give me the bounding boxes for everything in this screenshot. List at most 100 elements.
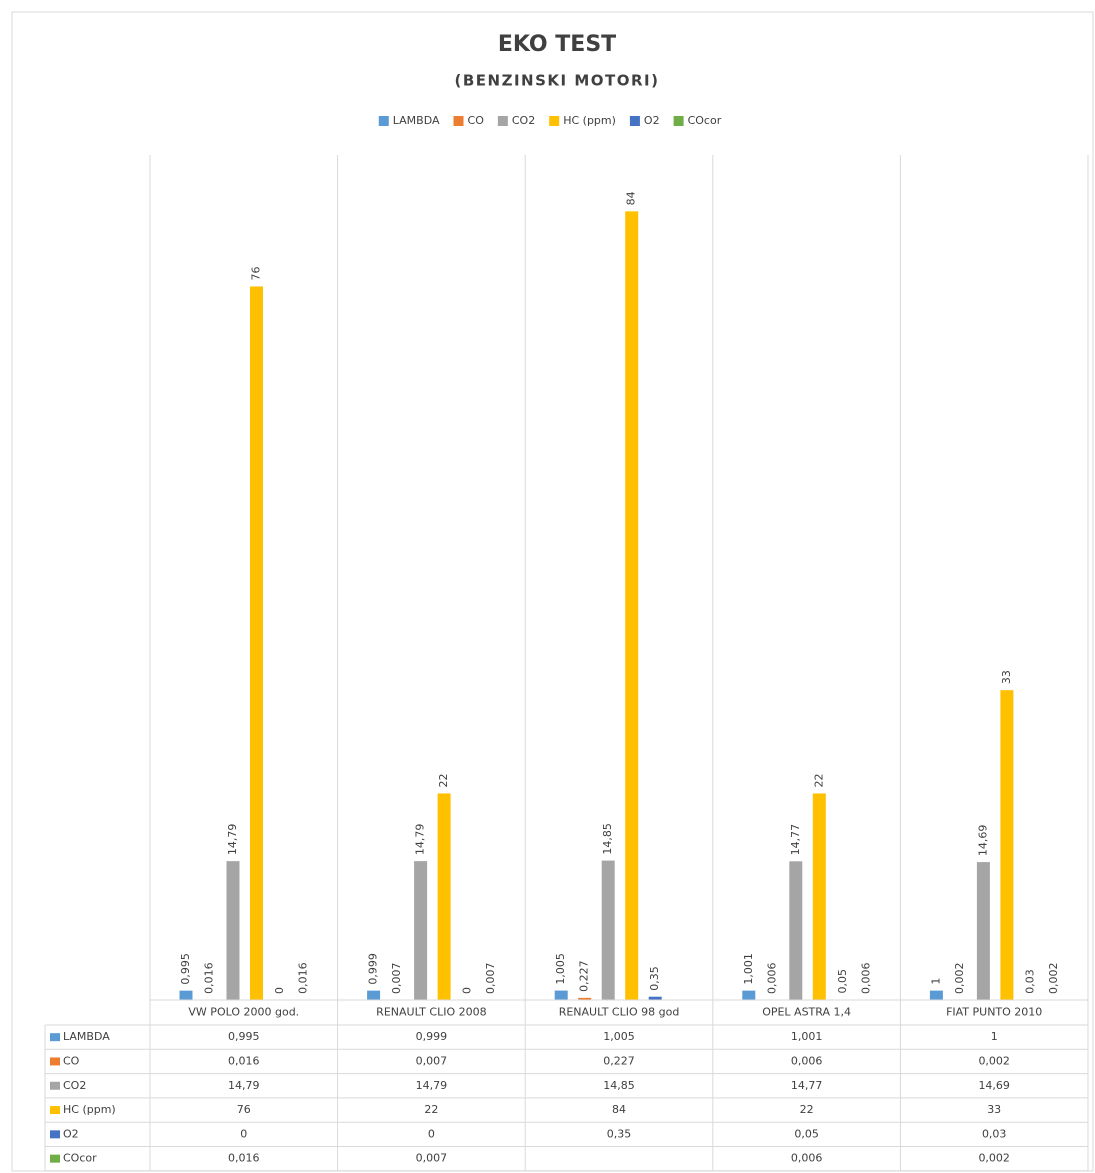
table-cell: 0,03 [982, 1127, 1007, 1140]
legend-swatch [453, 116, 464, 126]
data-label: 22 [812, 773, 825, 787]
data-label: 0 [273, 987, 286, 994]
legend-swatch [629, 116, 640, 126]
table-cell: 1,001 [791, 1030, 823, 1043]
data-label: 0,05 [836, 969, 849, 994]
table-cell: 0 [428, 1127, 435, 1140]
x-tick-label: RENAULT CLIO 98 god [559, 1006, 680, 1019]
data-label: 14,69 [976, 825, 989, 857]
table-row-label: COcor [63, 1152, 97, 1165]
table-cell: 1,005 [603, 1030, 635, 1043]
legend-label: O2 [644, 114, 660, 127]
table-row-label: O2 [63, 1127, 79, 1140]
table-cell: 0,05 [794, 1127, 819, 1140]
legend-label: CO [468, 114, 485, 127]
data-label: 1,005 [554, 953, 567, 985]
x-tick-label: OPEL ASTRA 1,4 [762, 1006, 851, 1019]
bar [414, 861, 428, 1000]
table-row-label: CO2 [63, 1079, 86, 1092]
table-cell: 14,79 [228, 1079, 260, 1092]
bar [789, 861, 803, 1000]
data-label: 0 [461, 987, 474, 994]
bar [1000, 690, 1014, 1000]
table-cell: 14,77 [791, 1079, 823, 1092]
bar [250, 286, 263, 1000]
legend-swatch [378, 116, 389, 126]
chart-border [11, 11, 1094, 1172]
table-row-label: CO [63, 1054, 80, 1067]
data-label: 84 [625, 191, 638, 205]
data-label: 0,227 [578, 960, 591, 992]
data-label: 0,999 [367, 953, 380, 985]
table-cell: 14,85 [603, 1079, 635, 1092]
table-cell: 0,016 [228, 1054, 260, 1067]
data-label: 0,35 [648, 966, 661, 991]
table-cell: 0,016 [228, 1152, 260, 1165]
legend-swatch [497, 116, 508, 126]
table-cell: 0,006 [791, 1152, 823, 1165]
table-cell: 0,002 [978, 1054, 1010, 1067]
data-label: 0,006 [765, 962, 778, 994]
bar [437, 793, 451, 1000]
bar [179, 990, 193, 1000]
table-swatch [50, 1154, 60, 1163]
table-swatch [50, 1057, 60, 1066]
table-cell: 0,007 [416, 1054, 448, 1067]
bar [976, 862, 990, 1000]
table-cell: 0,002 [978, 1152, 1010, 1165]
bar [929, 990, 943, 1000]
x-tick-label: RENAULT CLIO 2008 [376, 1006, 486, 1019]
bar [367, 990, 381, 1000]
chart-title: EKO TEST [498, 32, 616, 57]
data-label: 0,007 [390, 962, 403, 994]
legend-label: LAMBDA [393, 114, 440, 127]
table-cell: 22 [800, 1103, 814, 1116]
data-label: 14,79 [226, 824, 239, 856]
data-label: 14,85 [601, 823, 614, 855]
table-cell: 33 [987, 1103, 1001, 1116]
table-swatch [50, 1033, 60, 1042]
legend-label: HC (ppm) [563, 114, 616, 127]
bar [578, 997, 592, 1000]
table-cell: 0,999 [416, 1030, 448, 1043]
bar [812, 793, 826, 1000]
table-swatch [50, 1081, 60, 1090]
data-label: 0,007 [484, 962, 497, 993]
data-label: 0,002 [1047, 962, 1060, 994]
table-cell: 0,006 [791, 1054, 823, 1067]
bar [226, 861, 240, 1000]
data-label: 0,016 [297, 962, 310, 994]
table-cell: 0,995 [228, 1030, 260, 1043]
data-label: 76 [250, 266, 263, 280]
x-tick-label: FIAT PUNTO 2010 [946, 1006, 1042, 1019]
table-cell: 0,35 [607, 1127, 632, 1140]
table-cell: 76 [237, 1103, 251, 1116]
legend-label: CO2 [512, 114, 535, 127]
legend-label: COcor [688, 114, 722, 127]
data-label: 0,002 [953, 962, 966, 994]
table-cell: 0,007 [416, 1152, 448, 1165]
x-tick-label: VW POLO 2000 god. [188, 1006, 299, 1019]
table-cell: 14,69 [978, 1079, 1010, 1092]
table-swatch [50, 1130, 60, 1139]
data-label: 0,006 [859, 962, 872, 994]
table-row-label: LAMBDA [63, 1030, 110, 1043]
data-label: 0,995 [179, 953, 192, 985]
table-cell: 0 [240, 1127, 247, 1140]
bar [742, 990, 756, 1000]
data-label: 0,03 [1023, 969, 1036, 994]
table-row-label: HC (ppm) [63, 1103, 116, 1116]
bar [601, 860, 615, 1000]
data-label: 1 [929, 978, 942, 985]
table-cell: 14,79 [416, 1079, 448, 1092]
table-swatch [50, 1106, 60, 1115]
data-label: 14,79 [414, 824, 427, 856]
chart-subtitle: (BENZINSKI MOTORI) [455, 72, 660, 90]
bar [648, 996, 662, 1000]
table-cell: 22 [424, 1103, 438, 1116]
data-label: 33 [1000, 670, 1013, 684]
legend-swatch [549, 116, 560, 126]
bar [554, 990, 568, 1000]
bar [625, 211, 639, 1001]
